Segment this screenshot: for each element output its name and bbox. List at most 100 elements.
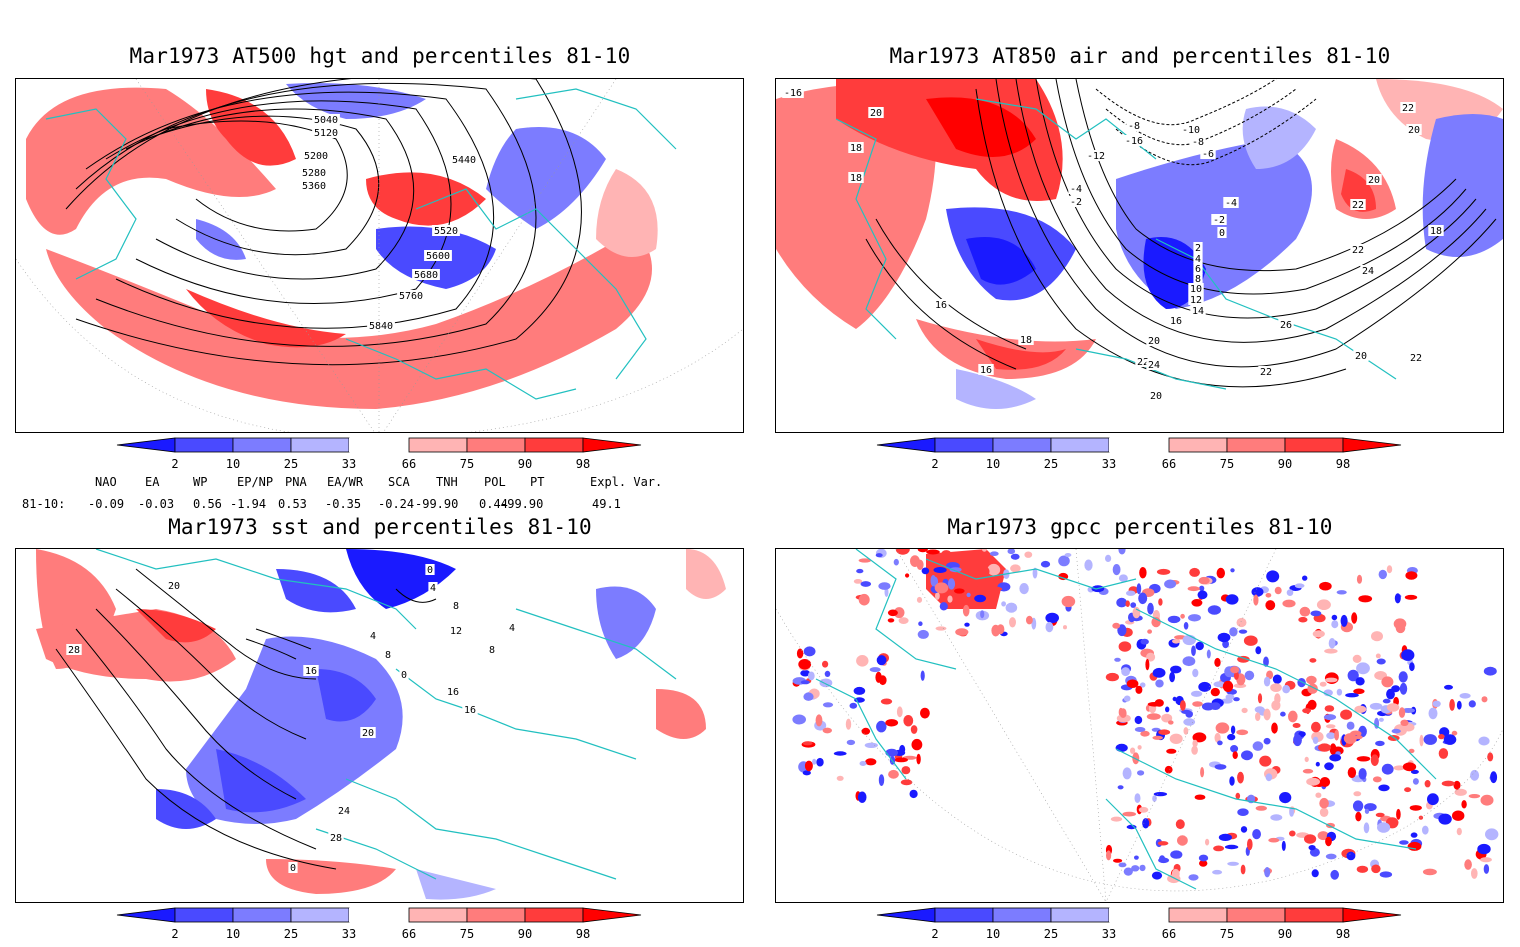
precip-anomaly-patch <box>1382 698 1391 704</box>
precip-anomaly-patch <box>1329 754 1342 762</box>
contour-label-bg <box>1400 102 1416 113</box>
colorbar-tick-label: 98 <box>576 927 590 941</box>
precip-anomaly-patch <box>876 720 887 733</box>
precip-anomaly-patch <box>1026 615 1033 625</box>
precip-anomaly-patch <box>1265 600 1276 611</box>
precip-anomaly-patch <box>1323 714 1337 721</box>
precip-anomaly-patch <box>1134 855 1139 860</box>
precip-anomaly-patch <box>1227 733 1236 741</box>
precip-anomaly-patch <box>1151 617 1161 628</box>
contour-label: 26 <box>1280 320 1292 331</box>
colorbar-tick-label: 75 <box>1220 457 1234 471</box>
precip-anomaly-patch <box>1324 762 1334 771</box>
precip-anomaly-patch <box>857 791 867 803</box>
precip-anomaly-patch <box>1135 685 1143 694</box>
precip-anomaly-patch <box>1240 864 1246 875</box>
panel-title-air850: Mar1973 AT850 air and percentiles 81-10 <box>889 44 1391 68</box>
contour-label-bg <box>1126 120 1142 131</box>
precip-anomaly-patch <box>1207 605 1221 615</box>
precip-anomaly-patch <box>1253 594 1259 606</box>
precip-anomaly-patch <box>917 629 929 639</box>
index-row-label: 81-10: <box>22 497 66 511</box>
contour-label: -12 <box>1087 151 1105 162</box>
contour-label-bg <box>328 832 344 843</box>
precip-anomaly-patch <box>1325 853 1337 860</box>
precip-anomaly-patch <box>1159 855 1166 863</box>
precip-anomaly-patch <box>1137 745 1142 750</box>
contour-label: -4 <box>1070 184 1082 195</box>
precip-anomaly-patch <box>1125 600 1130 607</box>
index-header-cell: WP <box>193 475 208 489</box>
contour-label-bg <box>1193 273 1203 284</box>
precip-anomaly-patch <box>803 692 814 701</box>
contour-label-bg <box>1193 253 1203 264</box>
colorbar-tick-label: 25 <box>284 457 298 471</box>
colorbar-tick-label: 98 <box>1336 457 1350 471</box>
contour-label-bg <box>300 167 328 178</box>
colorbar-arrow-high <box>582 437 642 453</box>
contour-label-bg <box>487 644 497 655</box>
precip-anomaly-patch <box>1356 574 1363 584</box>
precip-anomaly-patch <box>1470 769 1480 781</box>
precip-anomaly-patch <box>1409 662 1415 672</box>
precip-anomaly-patch <box>1358 595 1373 603</box>
precip-anomaly-patch <box>1116 597 1128 608</box>
contour-label-bg <box>1188 283 1204 294</box>
precip-anomaly-patch <box>846 739 856 746</box>
colorbar-tick-label: 90 <box>518 927 532 941</box>
index-value-cell: -0.24 <box>378 497 415 511</box>
contour-label: 8 <box>385 650 391 661</box>
precip-anomaly-patch <box>920 670 925 681</box>
contour-label: -16 <box>1125 136 1143 147</box>
contour-label-bg <box>1146 359 1162 370</box>
contour-label: 22 <box>1137 357 1149 368</box>
contour-label: 18 <box>1020 335 1032 346</box>
contour-label-bg <box>1168 315 1184 326</box>
precip-anomaly-patch <box>833 751 847 756</box>
contour-label-bg <box>451 600 461 611</box>
precip-anomaly-patch <box>1206 649 1211 659</box>
contour-label-bg <box>312 127 340 138</box>
precip-anomaly-patch <box>1045 612 1059 624</box>
precip-anomaly-patch <box>981 549 987 552</box>
precip-anomaly-patch <box>1040 560 1051 568</box>
precip-anomaly-patch <box>1490 771 1498 784</box>
contour-label: 22 <box>1352 200 1364 211</box>
precip-anomaly-patch <box>1319 681 1327 687</box>
precip-anomaly-patch <box>1134 793 1141 803</box>
precip-anomaly-patch <box>1456 827 1462 836</box>
precip-anomaly-patch <box>1346 721 1355 730</box>
contour-label: 16 <box>980 365 992 376</box>
precip-anomaly-patch <box>1371 631 1383 642</box>
precip-anomaly-patch <box>1213 845 1225 852</box>
index-value-cell: -1.94 <box>230 497 267 511</box>
precip-anomaly-patch <box>1188 614 1201 622</box>
contour-label: 20 <box>1150 391 1162 402</box>
colorbar-sst: 2 10 25 33 66 75 90 98 <box>115 907 645 947</box>
contour-label: 4 <box>1195 254 1201 265</box>
precip-anomaly-patch <box>1225 594 1239 605</box>
contour-label-bg <box>1068 196 1084 207</box>
colorbar-arrow-low <box>876 437 936 453</box>
precip-anomaly-patch <box>1024 551 1033 558</box>
precip-anomaly-patch <box>1257 693 1263 704</box>
precip-anomaly-patch <box>1294 583 1305 589</box>
precip-anomaly-patch <box>1114 657 1121 662</box>
precip-anomaly-patch <box>1139 682 1146 688</box>
precip-anomaly-patch <box>1237 808 1249 816</box>
precip-anomaly-patch <box>1356 865 1369 873</box>
precip-anomaly-patch <box>1399 682 1408 695</box>
precip-anomaly-patch <box>1468 794 1481 799</box>
precip-anomaly-patch <box>930 575 937 587</box>
contour-label: 4 <box>370 631 376 642</box>
precip-anomaly-patch <box>1230 666 1240 674</box>
index-header-cell: PT <box>530 475 545 489</box>
precip-anomaly-patch <box>1112 622 1121 629</box>
precip-anomaly-patch <box>1130 602 1137 608</box>
index-header-cell: POL <box>484 475 506 489</box>
precip-anomaly-patch <box>1010 553 1020 560</box>
colorbar-hgt500: 2 10 25 33 66 75 90 98 <box>115 437 645 477</box>
precip-anomaly-patch <box>1192 739 1198 747</box>
contour-label-bg <box>462 704 478 715</box>
contour-label: 5600 <box>426 251 450 262</box>
